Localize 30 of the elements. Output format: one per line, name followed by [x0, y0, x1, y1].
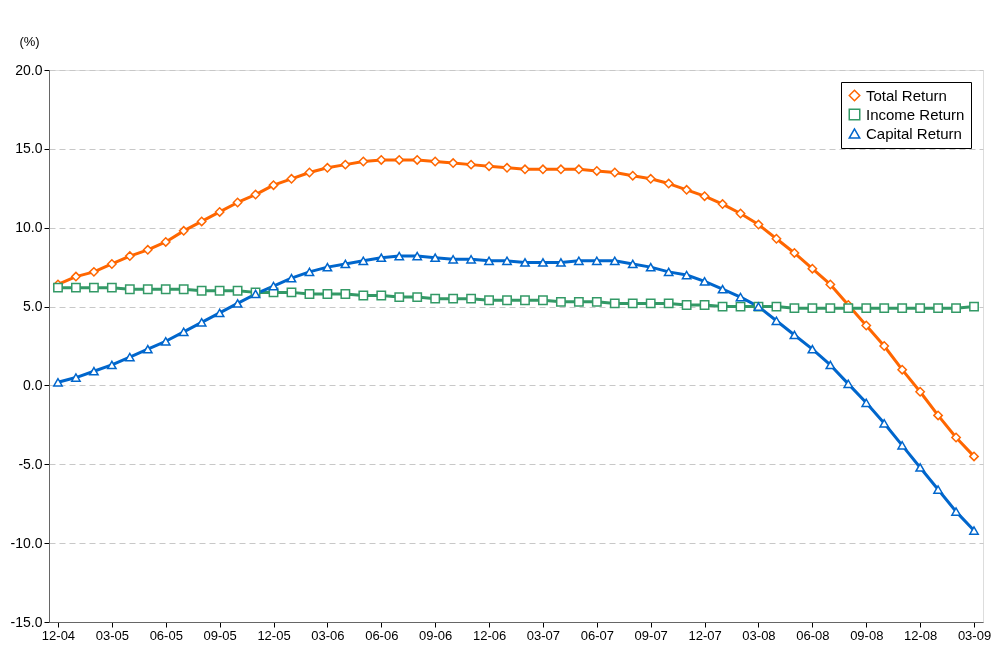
y-tick-label: -5.0 — [18, 455, 43, 472]
y-tick-label: -10.0 — [10, 534, 43, 551]
x-tick-label: 09-06 — [419, 627, 453, 643]
y-tick-label: 10.0 — [15, 219, 43, 236]
x-tick-label: 12-08 — [904, 627, 938, 643]
legend-label: Capital Return — [866, 124, 962, 142]
y-axis-title: (%) — [19, 33, 40, 49]
x-tick-label: 03-07 — [526, 627, 561, 643]
x-tick-label: 06-06 — [365, 627, 399, 643]
y-tick-label: 15.0 — [15, 140, 43, 157]
x-tick-label: 03-08 — [742, 627, 776, 643]
x-tick-label: 06-05 — [149, 627, 183, 643]
x-tick-label: 09-08 — [850, 627, 884, 643]
y-tick-label: 20.0 — [15, 61, 43, 78]
y-tick-label: 5.0 — [23, 298, 43, 315]
legend-label: Total Return — [866, 86, 947, 104]
x-tick-label: 06-08 — [796, 627, 830, 643]
x-tick-label: 12-07 — [688, 627, 722, 643]
x-tick-label: 12-04 — [41, 627, 76, 643]
y-tick-label: -15.0 — [10, 613, 43, 630]
legend-label: Income Return — [866, 105, 965, 123]
x-tick-label: 03-09 — [957, 627, 992, 643]
x-tick-label: 09-05 — [203, 627, 237, 643]
x-tick-label: 09-07 — [634, 627, 668, 643]
y-tick-label: 0.0 — [23, 376, 43, 393]
x-tick-label: 03-06 — [311, 627, 345, 643]
x-tick-label: 06-07 — [580, 627, 614, 643]
x-tick-label: 12-06 — [472, 627, 507, 643]
x-tick-label: 12-05 — [257, 627, 291, 643]
x-tick-label: 03-05 — [95, 627, 129, 643]
